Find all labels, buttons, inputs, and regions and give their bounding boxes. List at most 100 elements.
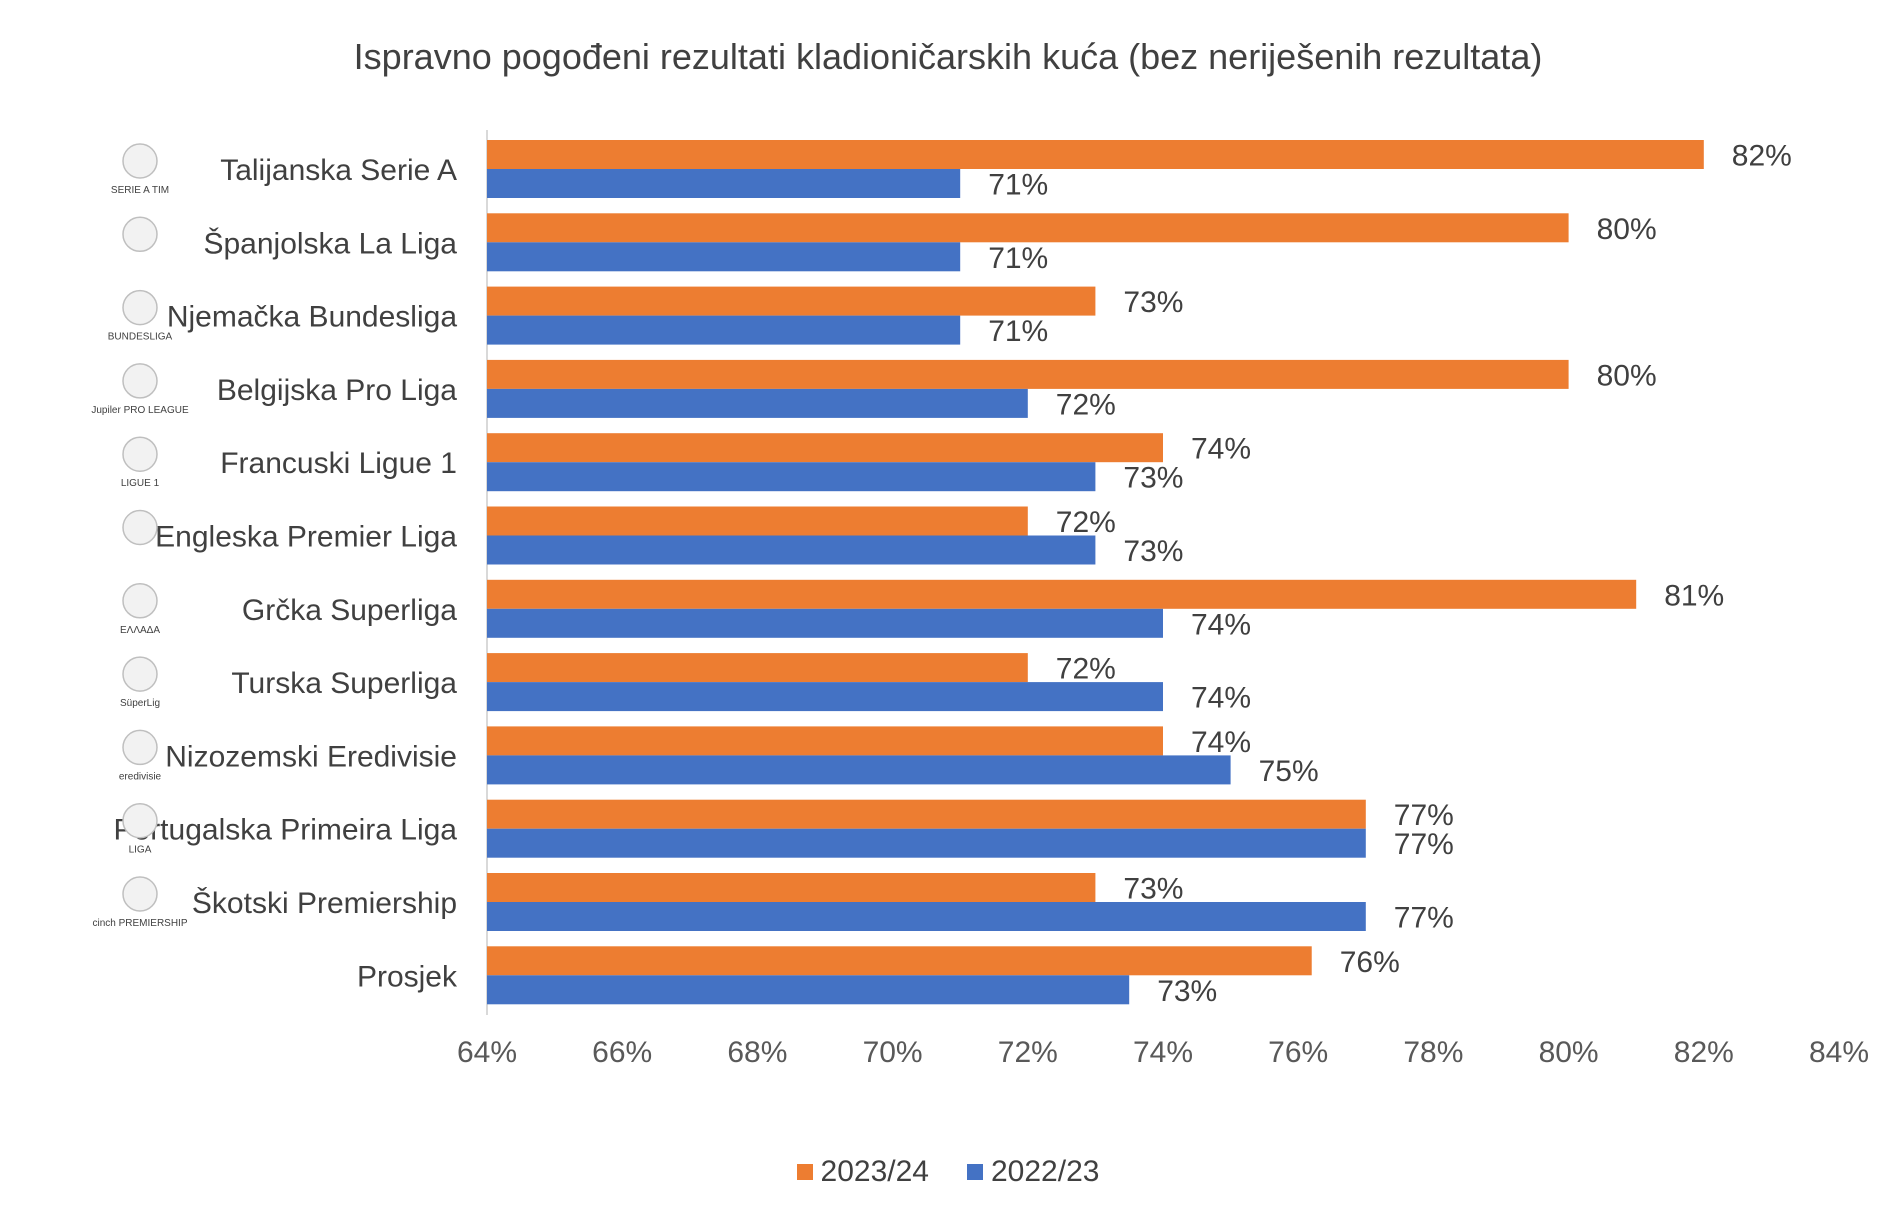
category-label-spanjolska-la-liga: Španjolska La Liga xyxy=(203,226,457,260)
x-tick-label-66: 66% xyxy=(592,1036,652,1069)
bar-2023-24-francuski-ligue-1 xyxy=(487,433,1163,463)
bar-2022-23-prosjek xyxy=(487,975,1130,1005)
bar-2022-23-skotski-premiership xyxy=(487,902,1366,931)
bar-2022-23-engleska-premier-liga xyxy=(487,535,1096,565)
bar-2022-23-turska-superliga xyxy=(487,682,1163,712)
ligue-1-logo-icon xyxy=(122,436,158,472)
la-liga-logo-icon xyxy=(122,216,158,253)
category-label-portugalska-primeira-liga: Portugalska Primeira Liga xyxy=(114,814,458,847)
category-label-talijanska-serie-a: Talijanska Serie A xyxy=(220,154,457,187)
legend-swatch-2023-24 xyxy=(796,1164,813,1180)
data-label-2023-24-spanjolska-la-liga: 80% xyxy=(1597,213,1657,246)
legend-swatch-2022-23 xyxy=(967,1164,983,1180)
category-label-nizozemski-eredivisie: Nizozemski Eredivisie xyxy=(165,740,457,773)
category-label-belgijska-pro-liga: Belgijska Pro Liga xyxy=(217,374,457,407)
chart-title: Ispravno pogođeni rezultati kladioničars… xyxy=(353,36,1543,77)
eredivisie-logo-text: eredivisie xyxy=(119,771,162,782)
data-label-2023-24-prosjek: 76% xyxy=(1340,946,1400,979)
jupiler-pro-league-logo-icon xyxy=(122,363,158,399)
data-label-2022-23-francuski-ligue-1: 73% xyxy=(1123,462,1183,495)
bar-2023-24-njemacka-bundesliga xyxy=(487,286,1096,316)
greek-superleague-logo-text: ΕΛΛΑΔΑ xyxy=(120,625,160,636)
serie-a-logo-icon xyxy=(122,143,158,179)
data-label-2022-23-spanjolska-la-liga: 71% xyxy=(988,242,1048,275)
bar-2022-23-francuski-ligue-1 xyxy=(487,462,1096,492)
super-lig-logo-text: SüperLig xyxy=(120,698,160,709)
bar-2023-24-belgijska-pro-liga xyxy=(487,359,1569,389)
bar-2022-23-nizozemski-eredivisie xyxy=(487,755,1231,785)
legend-item-2022-23: 2022/23 xyxy=(967,1155,1099,1189)
x-tick-label-82: 82% xyxy=(1674,1036,1734,1069)
legend-label-2022-23: 2022/23 xyxy=(991,1155,1100,1188)
data-label-2022-23-grcka-superliga: 74% xyxy=(1191,608,1251,641)
category-label-engleska-premier-liga: Engleska Premier Liga xyxy=(155,521,457,554)
bar-2023-24-portugalska-primeira-liga xyxy=(487,799,1366,829)
bundesliga-logo-text: BUNDESLIGA xyxy=(108,332,173,343)
data-label-2022-23-prosjek: 73% xyxy=(1157,975,1217,1008)
bar-2022-23-njemacka-bundesliga xyxy=(487,315,961,345)
bar-2022-23-grcka-superliga xyxy=(487,608,1163,638)
bar-2022-23-portugalska-primeira-liga xyxy=(487,828,1366,858)
category-label-francuski-ligue-1: Francuski Ligue 1 xyxy=(220,447,457,480)
cinch-premiership-logo-icon xyxy=(122,876,158,912)
category-label-grcka-superliga: Grčka Superliga xyxy=(242,594,457,627)
bar-2023-24-prosjek xyxy=(487,946,1312,976)
ligue-1-logo-text: LIGUE 1 xyxy=(121,478,160,489)
cinch-premiership-logo-text: cinch PREMIERSHIP xyxy=(92,918,187,929)
bar-2023-24-turska-superliga xyxy=(487,653,1028,683)
bundesliga-logo-icon xyxy=(122,289,158,326)
data-label-2023-24-skotski-premiership: 73% xyxy=(1123,873,1183,906)
data-label-2023-24-portugalska-primeira-liga: 77% xyxy=(1394,799,1454,832)
bar-2023-24-nizozemski-eredivisie xyxy=(487,726,1163,756)
serie-a-logo-text: SERIE A TIM xyxy=(111,185,169,196)
x-tick-label-76: 76% xyxy=(1268,1036,1328,1069)
greek-superleague-logo-icon xyxy=(122,583,158,619)
data-label-2022-23-nizozemski-eredivisie: 75% xyxy=(1259,755,1319,788)
data-label-2023-24-francuski-ligue-1: 74% xyxy=(1191,433,1251,466)
data-label-2023-24-turska-superliga: 72% xyxy=(1056,653,1116,686)
premier-league-logo-icon xyxy=(122,509,158,546)
category-label-skotski-premiership: Škotski Premiership xyxy=(192,886,457,920)
data-label-2022-23-turska-superliga: 74% xyxy=(1191,682,1251,715)
data-label-2023-24-nizozemski-eredivisie: 74% xyxy=(1191,726,1251,759)
bar-2022-23-belgijska-pro-liga xyxy=(487,388,1028,418)
bar-2022-23-talijanska-serie-a xyxy=(487,169,961,198)
data-label-2022-23-talijanska-serie-a: 71% xyxy=(988,169,1048,202)
data-label-2022-23-belgijska-pro-liga: 72% xyxy=(1056,388,1116,421)
x-tick-label-78: 78% xyxy=(1403,1036,1463,1069)
bar-2023-24-talijanska-serie-a xyxy=(487,140,1704,169)
super-lig-logo-icon xyxy=(122,656,158,692)
x-tick-label-64: 64% xyxy=(457,1036,517,1069)
data-label-2023-24-grcka-superliga: 81% xyxy=(1664,579,1724,612)
x-tick-label-70: 70% xyxy=(863,1036,923,1069)
legend-item-2023-24: 2023/24 xyxy=(796,1155,929,1189)
data-label-2022-23-njemacka-bundesliga: 71% xyxy=(988,315,1048,348)
x-tick-label-68: 68% xyxy=(727,1036,787,1069)
bar-2023-24-engleska-premier-liga xyxy=(487,506,1028,536)
category-label-prosjek: Prosjek xyxy=(357,960,458,993)
bar-2023-24-skotski-premiership xyxy=(487,873,1096,902)
jupiler-pro-league-logo-text: Jupiler PRO LEAGUE xyxy=(91,405,189,416)
liga-portugal-logo-icon xyxy=(122,802,158,839)
bar-2023-24-grcka-superliga xyxy=(487,579,1637,609)
bar-2022-23-spanjolska-la-liga xyxy=(487,242,961,272)
data-label-2022-23-engleska-premier-liga: 73% xyxy=(1123,535,1183,568)
x-tick-label-80: 80% xyxy=(1539,1036,1599,1069)
legend: 2023/24 2022/23 xyxy=(0,1155,1896,1189)
data-label-2023-24-belgijska-pro-liga: 80% xyxy=(1597,359,1657,392)
x-tick-label-74: 74% xyxy=(1133,1036,1193,1069)
x-tick-label-84: 84% xyxy=(1809,1036,1869,1069)
eredivisie-logo-icon xyxy=(122,729,158,766)
data-label-2022-23-portugalska-primeira-liga: 77% xyxy=(1394,828,1454,861)
data-label-2023-24-talijanska-serie-a: 82% xyxy=(1732,140,1792,173)
data-label-2023-24-engleska-premier-liga: 72% xyxy=(1056,506,1116,539)
data-label-2022-23-skotski-premiership: 77% xyxy=(1394,902,1454,935)
category-label-njemacka-bundesliga: Njemačka Bundesliga xyxy=(167,301,457,334)
category-label-turska-superliga: Turska Superliga xyxy=(231,667,457,700)
data-label-2023-24-njemacka-bundesliga: 73% xyxy=(1123,286,1183,319)
liga-portugal-logo-text: LIGA xyxy=(129,845,152,856)
legend-label-2023-24: 2023/24 xyxy=(820,1155,929,1188)
x-tick-label-72: 72% xyxy=(998,1036,1058,1069)
bar-2023-24-spanjolska-la-liga xyxy=(487,213,1569,243)
